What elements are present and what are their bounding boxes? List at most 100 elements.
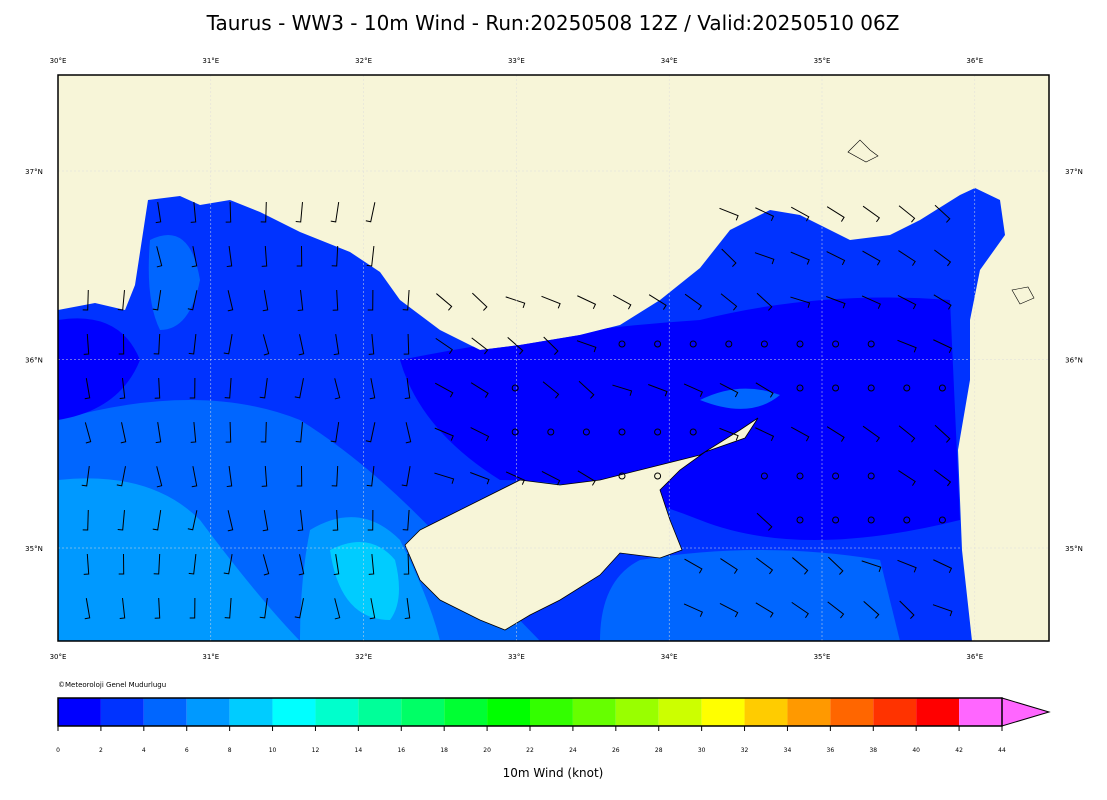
wind-barb xyxy=(934,204,951,223)
wind-barb xyxy=(897,294,917,310)
calm-marker xyxy=(867,384,875,392)
lat-label: 37°N xyxy=(1065,168,1083,176)
wind-barb xyxy=(403,333,410,355)
colorbar-segment xyxy=(959,698,1002,726)
colorbar-label: 10m Wind (knot) xyxy=(503,766,604,780)
wind-barb xyxy=(790,251,810,265)
wind-barb xyxy=(721,248,737,267)
colorbar-tick-label: 2 xyxy=(99,747,103,754)
wind-barb xyxy=(576,340,597,353)
wind-barb xyxy=(155,422,162,444)
wind-barb xyxy=(190,201,197,223)
wind-barb xyxy=(369,598,376,620)
colorbar-segment xyxy=(744,698,788,726)
wind-barb xyxy=(84,378,91,400)
wind-barb xyxy=(83,553,90,575)
colorbar-segment xyxy=(444,698,488,726)
wind-barb xyxy=(861,295,881,309)
wind-barb xyxy=(932,604,953,617)
lon-label: 35°E xyxy=(814,653,831,661)
wind-barb xyxy=(436,293,453,311)
wind-barb xyxy=(792,557,809,575)
wind-barb xyxy=(262,554,270,576)
lake xyxy=(847,139,879,163)
colorbar-tick-label: 22 xyxy=(526,747,534,754)
wind-barb xyxy=(156,246,163,268)
wind-barb xyxy=(435,337,453,355)
wind-barb xyxy=(223,334,233,355)
cyprus xyxy=(404,417,759,631)
colorbar-tick-label: 44 xyxy=(998,747,1006,754)
calm-marker xyxy=(654,428,662,436)
wind-barb xyxy=(826,296,846,309)
wind-barb xyxy=(404,378,411,400)
lon-label: 31°E xyxy=(202,653,219,661)
colorbar-segment xyxy=(916,698,960,726)
wind-barb xyxy=(898,250,916,266)
wind-barb xyxy=(298,554,305,576)
wind-barbs xyxy=(81,201,953,620)
wind-barb xyxy=(470,472,490,485)
colorbar-segment xyxy=(530,698,573,726)
wind-barb xyxy=(755,382,774,398)
wind-barb xyxy=(434,382,454,398)
wind-barb xyxy=(756,292,773,311)
colorbar-segment xyxy=(315,698,359,726)
colorbar-tick-label: 14 xyxy=(355,747,363,754)
lon-label: 33°E xyxy=(508,57,525,65)
calm-marker xyxy=(618,340,626,348)
wind-barb xyxy=(187,510,198,531)
wind-barb xyxy=(756,512,773,531)
wind-barb xyxy=(259,598,268,619)
wind-barb xyxy=(366,246,375,267)
wind-barb xyxy=(152,510,162,531)
wind-barb xyxy=(366,466,375,487)
wind-barb xyxy=(612,294,632,310)
colorbar-extension xyxy=(1001,697,1051,727)
wind-barb xyxy=(863,601,880,619)
colorbar-segment xyxy=(401,698,445,726)
wind-barb xyxy=(118,553,125,575)
wind-barb xyxy=(118,333,125,355)
wind-barb xyxy=(262,290,269,312)
wind-barb xyxy=(226,466,233,488)
wind-barb xyxy=(190,421,197,443)
wind-barb xyxy=(898,425,916,443)
calm-marker xyxy=(832,340,840,348)
wind-barb xyxy=(153,553,161,575)
wind-barb xyxy=(369,378,376,400)
wind-barb xyxy=(188,554,197,575)
wind-barb xyxy=(295,421,303,443)
colorbar-tick-label: 24 xyxy=(569,747,577,754)
wind-barb xyxy=(683,383,703,397)
wind-barb xyxy=(826,426,845,442)
wind-barb xyxy=(331,245,339,267)
wind-barb xyxy=(262,510,269,532)
wind-barb xyxy=(154,597,161,619)
wind-barb xyxy=(542,381,560,399)
wind-barb xyxy=(755,602,774,618)
lat-label: 35°N xyxy=(25,545,43,553)
lon-label: 34°E xyxy=(661,653,678,661)
wind-barb xyxy=(404,598,411,620)
calm-marker xyxy=(796,384,804,392)
wind-barb xyxy=(755,207,775,221)
wind-barb xyxy=(897,339,917,353)
colorbar-tick-label: 40 xyxy=(912,747,920,754)
wind-barb xyxy=(755,427,775,441)
lon-label: 34°E xyxy=(661,57,678,65)
wind-barb xyxy=(189,377,196,399)
wind-barb xyxy=(331,465,339,487)
wind-barb xyxy=(260,421,267,443)
wind-barb xyxy=(368,333,375,355)
colorbar-tick-label: 12 xyxy=(312,747,320,754)
wind-barb xyxy=(719,602,739,618)
wind-barb xyxy=(790,426,810,442)
wind-barb xyxy=(543,336,559,355)
wind-barb xyxy=(471,337,489,355)
wind-barb xyxy=(188,334,197,355)
wind-barb xyxy=(405,422,412,444)
colorbar-tick-label: 34 xyxy=(784,747,792,754)
calm-marker xyxy=(760,340,768,348)
wind-barb xyxy=(719,382,739,398)
